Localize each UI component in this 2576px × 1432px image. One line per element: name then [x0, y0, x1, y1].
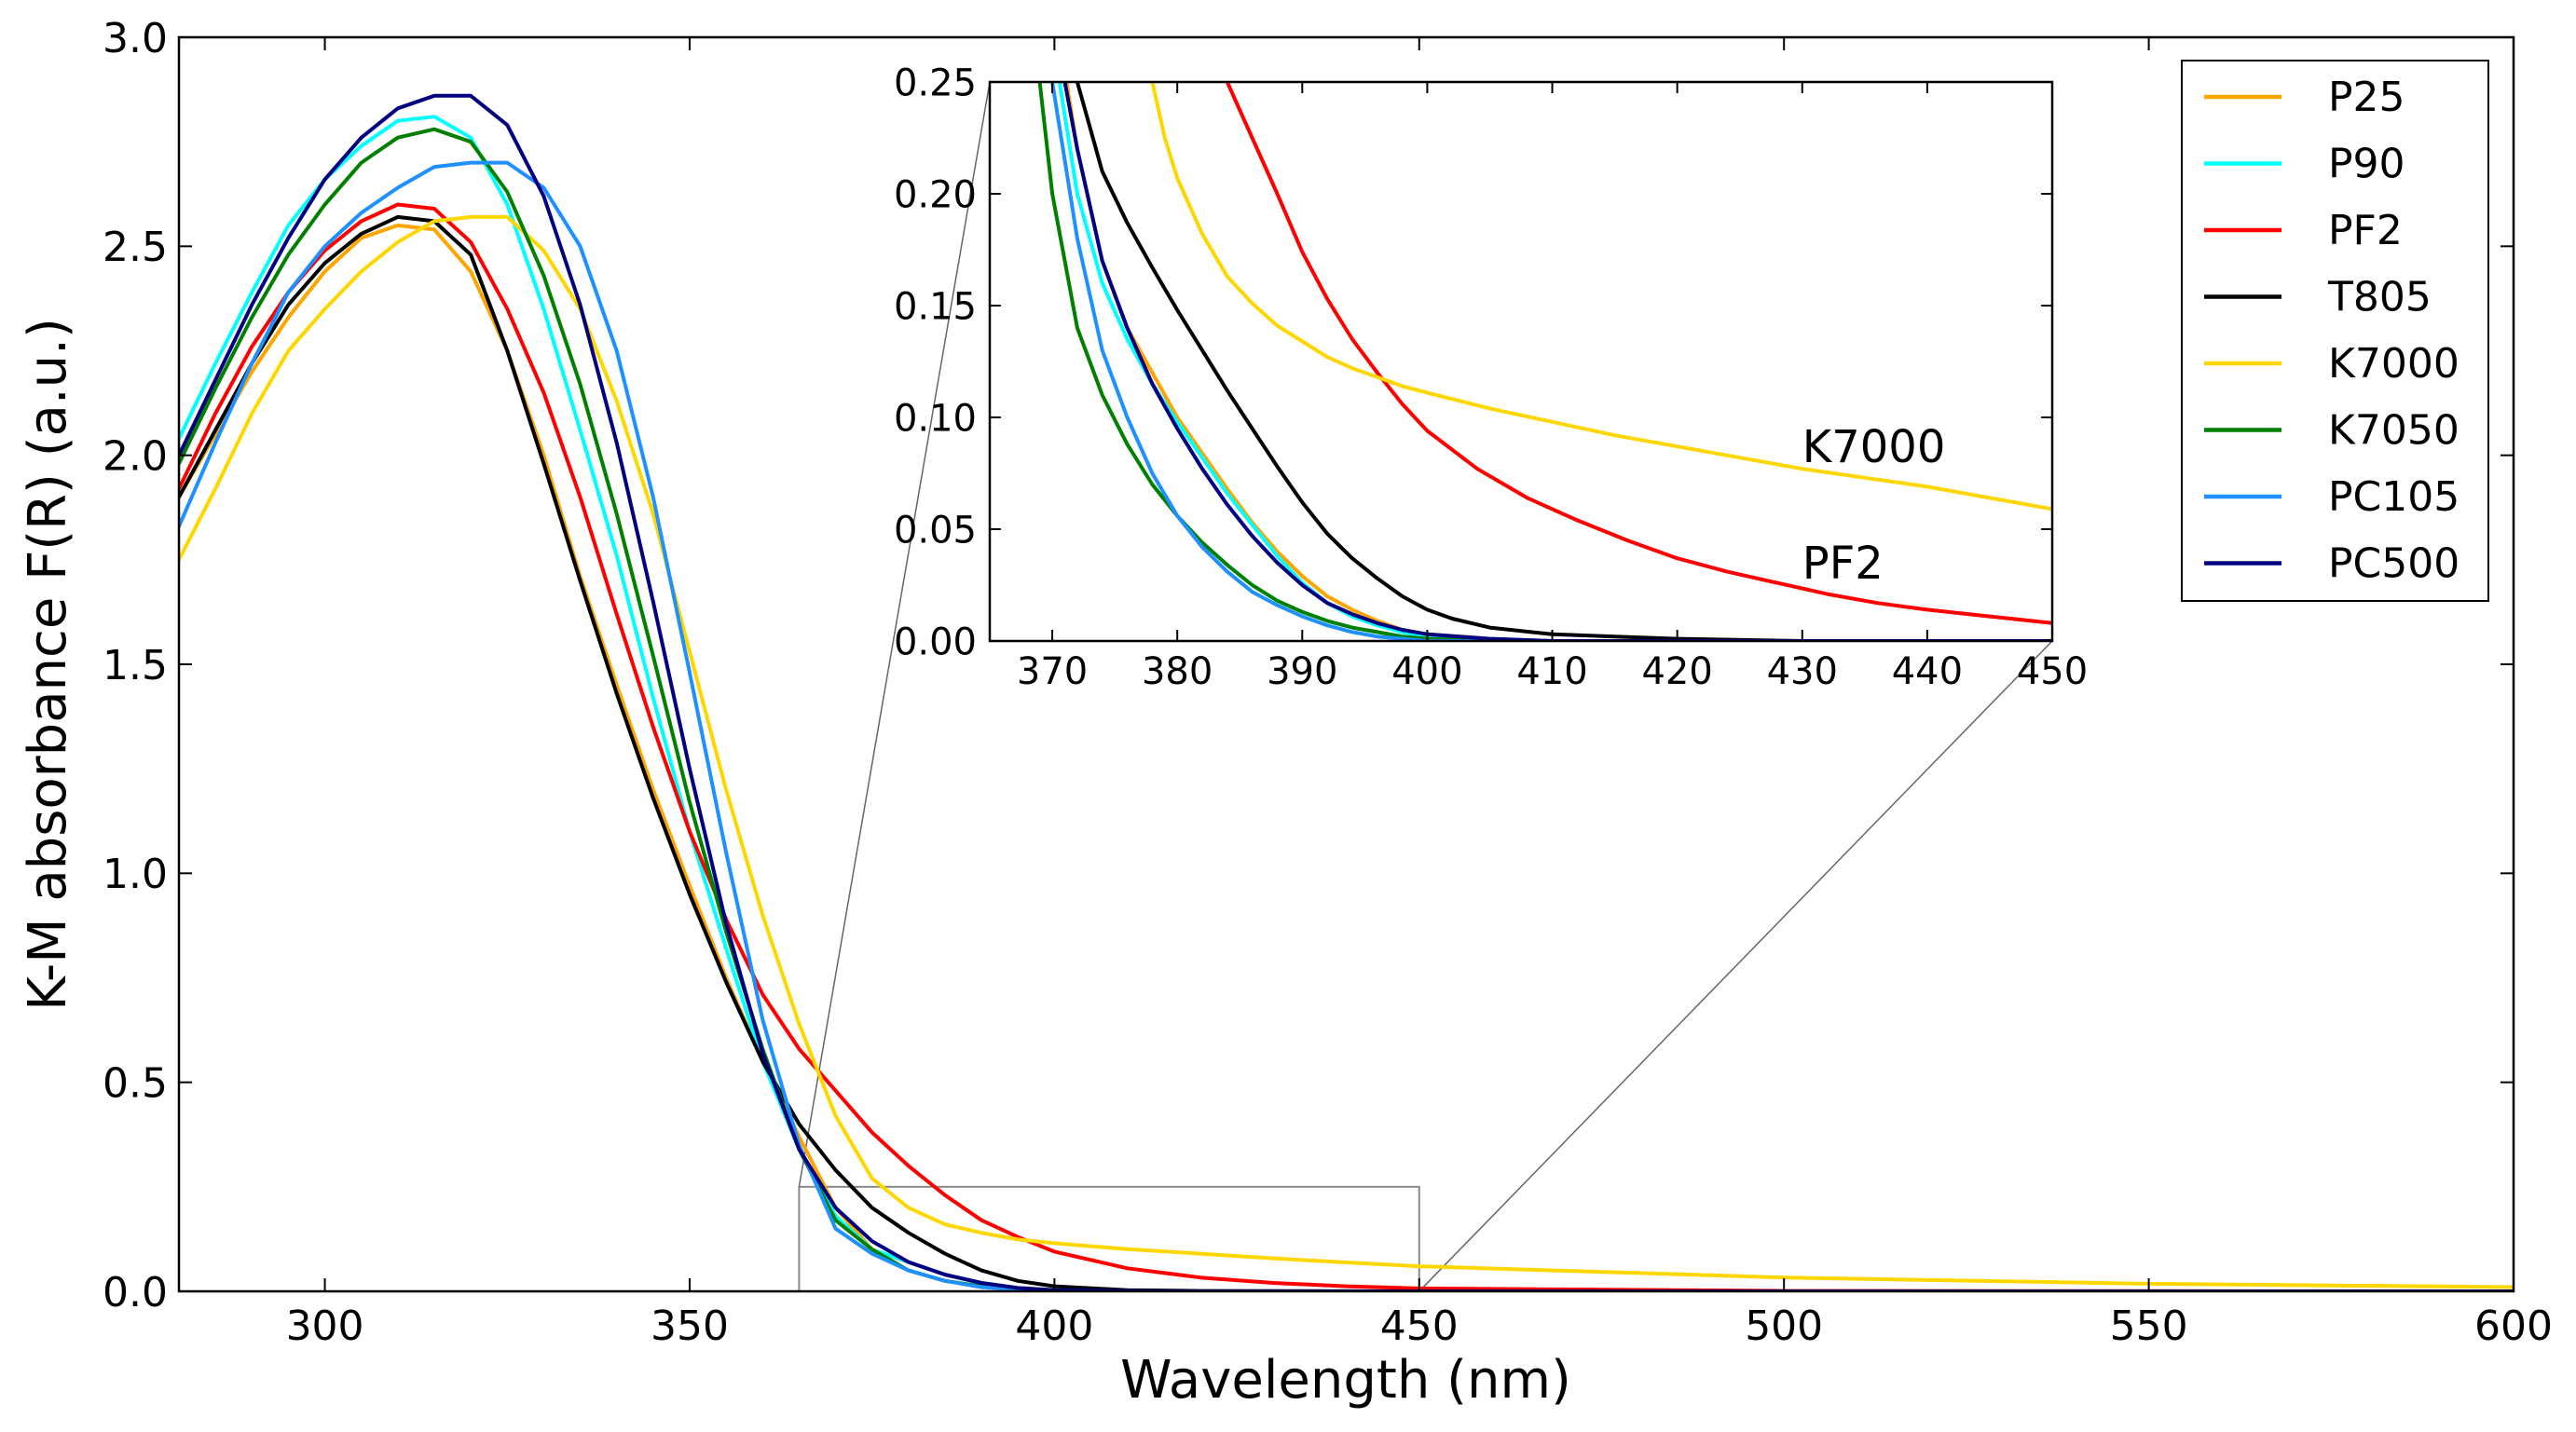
- inset-x-tick-label: 450: [2017, 650, 2088, 693]
- main-y-tick-label: 1.0: [103, 851, 168, 898]
- legend-label-pf2: PF2: [2328, 207, 2403, 254]
- legend-label-k7000: K7000: [2328, 340, 2460, 388]
- inset-x-tick-label: 430: [1767, 650, 1838, 693]
- inset-annotations: K7000 PF2: [1802, 421, 1946, 590]
- legend-label-p90: P90: [2328, 141, 2405, 188]
- legend-label-pc105: PC105: [2328, 473, 2460, 521]
- inset-axes: 370 380 390 400 410 420 430 440 450 0.00 0.05 0.10 0…: [894, 61, 2088, 693]
- main-y-tick-label: 0.5: [103, 1060, 168, 1108]
- main-y-tick-label: 2.0: [103, 433, 168, 481]
- inset-x-tick-label: 380: [1142, 650, 1213, 693]
- inset-annotation-pf2: PF2: [1802, 538, 1884, 590]
- main-x-tick-label: 350: [651, 1302, 729, 1350]
- inset-annotation-k7000: K7000: [1802, 421, 1946, 473]
- inset-series-t805: [1075, 82, 2052, 641]
- main-y-tick-label: 3.0: [103, 15, 168, 62]
- legend-label-p25: P25: [2328, 74, 2405, 121]
- inset-y-tick-label: 0.05: [894, 509, 977, 552]
- main-axes: 300 350 400 450 500 550 600 0.0 0.5 1.0 1.5 2.0 2.5 3…: [103, 15, 2553, 1350]
- zoom-connector-right: [1418, 640, 2053, 1292]
- inset-plot-series: [1037, 82, 2052, 641]
- legend-label-pc500: PC500: [2328, 540, 2460, 588]
- legend: P25 P90 PF2 T805 K7000 K7050 PC105 PC500: [2181, 60, 2489, 602]
- inset-y-tick-label: 0.10: [894, 397, 977, 440]
- inset-y-tick-label: 0.25: [894, 61, 977, 104]
- main-x-tick-label: 500: [1745, 1302, 1823, 1350]
- main-y-tick-label: 0.0: [103, 1269, 168, 1316]
- inset-x-tick-label: 390: [1267, 650, 1337, 693]
- main-x-tick-label: 600: [2474, 1302, 2553, 1350]
- inset-x-tick-label: 410: [1516, 650, 1587, 693]
- main-x-tick-label: 450: [1380, 1302, 1459, 1350]
- legend-box: [2181, 60, 2489, 602]
- main-series-t805: [179, 214, 2514, 1291]
- inset-series-pc500: [1062, 82, 2052, 641]
- main-y-tick-label: 1.5: [103, 642, 168, 689]
- inset-series-pc105: [1050, 82, 2052, 641]
- main-x-tick-label: 300: [286, 1302, 364, 1350]
- inset-x-tick-label: 440: [1892, 650, 1963, 693]
- inset-plot-frame: [988, 80, 2054, 643]
- inset-background: [990, 82, 2052, 641]
- inset-y-tick-label: 0.00: [894, 621, 977, 663]
- main-x-tick-label: 400: [1015, 1302, 1093, 1350]
- inset-x-tick-label: 370: [1017, 650, 1088, 693]
- main-y-tick-label: 2.5: [103, 224, 168, 271]
- main-series-k7000: [179, 214, 2514, 1289]
- main-series-pf2: [179, 202, 2514, 1291]
- inset-y-tick-label: 0.15: [894, 285, 977, 328]
- inset-y-tick-label: 0.20: [894, 173, 977, 216]
- legend-label-k7050: K7050: [2328, 407, 2460, 455]
- inset-series-pf2: [1225, 82, 2052, 625]
- inset-x-tick-label: 400: [1391, 650, 1462, 693]
- x-axis-label: Wavelength (nm): [1120, 1350, 1571, 1411]
- inset-series-k7000: [1150, 82, 2052, 511]
- main-x-tick-label: 550: [2110, 1302, 2188, 1350]
- legend-label-t805: T805: [2327, 274, 2432, 321]
- inset-x-tick-label: 420: [1641, 650, 1712, 693]
- zoom-connector-left: [798, 81, 991, 1187]
- y-axis-label: K-M absorbance F(R) (a.u.): [18, 318, 78, 1011]
